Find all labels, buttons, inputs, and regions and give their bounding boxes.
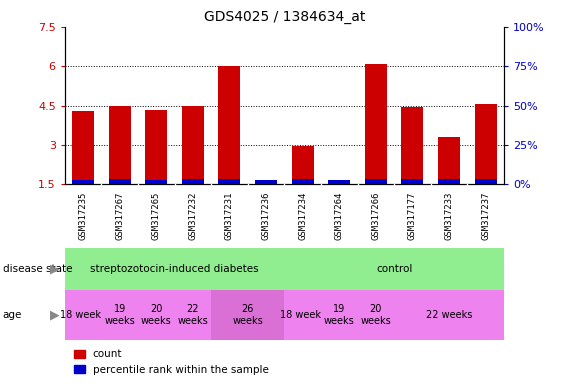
Bar xyxy=(218,179,240,184)
Text: GSM317266: GSM317266 xyxy=(372,192,380,240)
Bar xyxy=(255,180,277,184)
Text: age: age xyxy=(3,310,22,320)
Text: 22 weeks: 22 weeks xyxy=(426,310,472,320)
Bar xyxy=(72,180,94,184)
Legend: count, percentile rank within the sample: count, percentile rank within the sample xyxy=(70,345,273,379)
Bar xyxy=(475,179,497,184)
Text: GSM317233: GSM317233 xyxy=(445,192,453,240)
Text: 19
weeks: 19 weeks xyxy=(104,304,135,326)
Bar xyxy=(145,109,167,184)
Text: 19
weeks: 19 weeks xyxy=(324,304,355,326)
Bar xyxy=(365,64,387,184)
Bar xyxy=(109,179,131,184)
Text: GSM317232: GSM317232 xyxy=(189,192,197,240)
Text: GSM317237: GSM317237 xyxy=(481,192,490,240)
Text: 18 weeks: 18 weeks xyxy=(280,310,325,320)
Text: GSM317177: GSM317177 xyxy=(408,192,417,240)
Text: control: control xyxy=(376,264,412,274)
Bar xyxy=(72,111,94,184)
Text: disease state: disease state xyxy=(3,264,72,274)
Bar xyxy=(292,179,314,184)
Text: GSM317235: GSM317235 xyxy=(79,192,87,240)
Bar xyxy=(292,146,314,184)
Bar xyxy=(182,179,204,184)
Text: GSM317265: GSM317265 xyxy=(152,192,160,240)
Text: ▶: ▶ xyxy=(50,308,59,321)
Bar xyxy=(182,106,204,184)
Bar xyxy=(328,180,350,184)
Bar xyxy=(255,182,277,184)
Title: GDS4025 / 1384634_at: GDS4025 / 1384634_at xyxy=(204,10,365,25)
Text: streptozotocin-induced diabetes: streptozotocin-induced diabetes xyxy=(90,264,259,274)
Text: GSM317234: GSM317234 xyxy=(298,192,307,240)
Text: GSM317231: GSM317231 xyxy=(225,192,234,240)
Bar xyxy=(438,137,460,184)
Text: GSM317236: GSM317236 xyxy=(262,192,270,240)
Text: ▶: ▶ xyxy=(50,262,59,275)
Text: 20
weeks: 20 weeks xyxy=(141,304,172,326)
Bar xyxy=(218,66,240,184)
Bar xyxy=(401,179,423,184)
Text: GSM317264: GSM317264 xyxy=(335,192,343,240)
Bar xyxy=(109,106,131,184)
Bar xyxy=(438,179,460,184)
Text: 18 weeks: 18 weeks xyxy=(60,310,106,320)
Bar xyxy=(475,104,497,184)
Text: 22
weeks: 22 weeks xyxy=(177,304,208,326)
Bar xyxy=(145,180,167,184)
Bar xyxy=(401,107,423,184)
Text: 26
weeks: 26 weeks xyxy=(233,304,263,326)
Text: 20
weeks: 20 weeks xyxy=(360,304,391,326)
Text: GSM317267: GSM317267 xyxy=(115,192,124,240)
Bar xyxy=(365,179,387,184)
Bar xyxy=(328,183,350,184)
